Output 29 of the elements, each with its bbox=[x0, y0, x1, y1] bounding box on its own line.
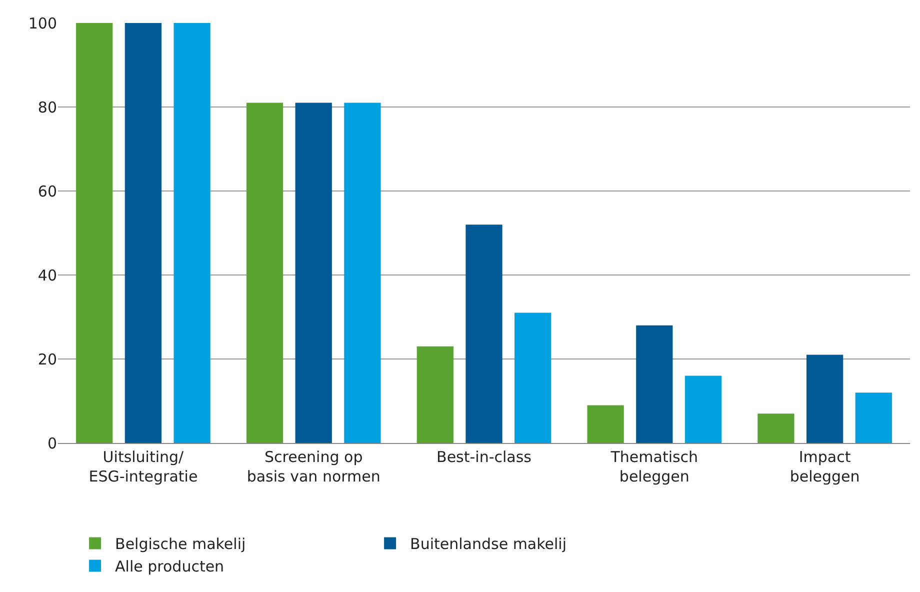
x-tick-label: Uitsluiting/ ESG-integratie bbox=[88, 448, 198, 486]
bar bbox=[466, 224, 502, 443]
legend-label: Belgische makelij bbox=[115, 535, 246, 554]
y-tick-label: 60 bbox=[38, 182, 57, 200]
x-tick-label: Screening op basis van normen bbox=[246, 448, 380, 486]
bar bbox=[855, 392, 892, 443]
legend-label: Alle producten bbox=[115, 558, 224, 576]
bar bbox=[587, 405, 624, 443]
bar bbox=[344, 102, 381, 443]
bar bbox=[514, 312, 552, 443]
bar bbox=[806, 354, 844, 443]
y-tick-label: 40 bbox=[38, 266, 57, 284]
bar bbox=[124, 23, 162, 443]
y-tick-label: 100 bbox=[28, 14, 57, 32]
y-tick-label: 0 bbox=[47, 434, 57, 452]
bar bbox=[684, 376, 722, 443]
bar bbox=[295, 102, 332, 443]
bar bbox=[246, 102, 284, 443]
legend-label: Buitenlandse makelij bbox=[410, 535, 567, 554]
bar bbox=[76, 23, 113, 443]
y-tick-label: 80 bbox=[38, 98, 57, 116]
y-tick-label: 20 bbox=[38, 350, 57, 368]
x-tick-label: Thematisch beleggen bbox=[610, 448, 698, 486]
bar bbox=[416, 346, 454, 443]
bar bbox=[636, 325, 673, 443]
x-tick-label: Best-in-class bbox=[436, 448, 532, 466]
x-tick-label: Impact beleggen bbox=[790, 448, 860, 486]
bar bbox=[758, 414, 794, 443]
bar bbox=[174, 23, 210, 443]
